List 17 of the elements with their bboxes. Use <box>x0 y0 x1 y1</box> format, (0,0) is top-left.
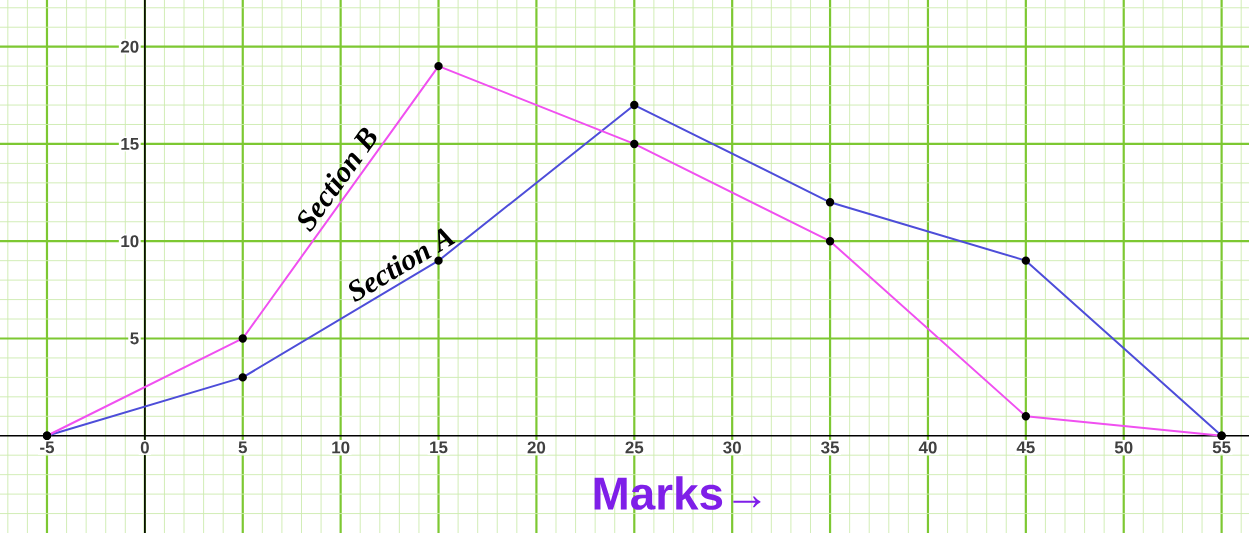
x-tick-label: 55 <box>1212 441 1231 454</box>
x-tick-label: 20 <box>527 441 546 454</box>
x-tick-label: 15 <box>430 441 448 454</box>
y-tick-label: 20 <box>120 40 139 53</box>
y-tick-label: 5 <box>130 332 139 345</box>
x-tick-label: 50 <box>1114 441 1133 454</box>
x-tick-label: 25 <box>625 441 644 454</box>
x-tick-label: 5 <box>238 441 247 454</box>
y-tick-label: 10 <box>121 235 139 248</box>
x-tick-label: -5 <box>40 441 55 454</box>
x-tick-label: 0 <box>140 441 149 454</box>
x-tick-label: 30 <box>723 441 741 454</box>
x-tick-label: 40 <box>918 441 937 454</box>
x-tick-label: 45 <box>1016 441 1035 454</box>
x-tick-label: 35 <box>821 441 840 454</box>
y-tick-label: 15 <box>121 138 139 150</box>
x-tick-label: 10 <box>332 441 350 454</box>
